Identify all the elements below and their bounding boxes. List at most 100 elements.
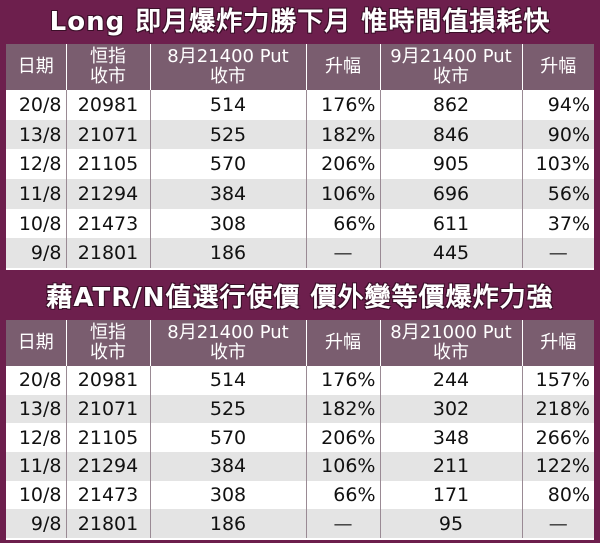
cell-change-b: — xyxy=(522,238,594,269)
cell-change-b: 157% xyxy=(522,366,594,395)
cell-change-b: 80% xyxy=(522,480,594,510)
cell-index: 21294 xyxy=(66,452,151,481)
table-row: 11/8 21294 384 106% 211 122% xyxy=(6,452,594,481)
header-change-b: 升幅 xyxy=(522,320,594,366)
cell-index: 21071 xyxy=(66,119,151,150)
cell-put-a: 514 xyxy=(150,90,307,120)
table-header-row: 日期 恒指 收市 8月21400 Put 收市 升幅 9月21400 Put 收市 升… xyxy=(6,44,594,90)
cell-put-b: 905 xyxy=(380,149,523,180)
table-row: 20/8 20981 514 176% 862 94% xyxy=(6,90,594,120)
cell-date: 10/8 xyxy=(6,208,67,239)
table-top-title: Long 即月爆炸力勝下月 惟時間值損耗快 xyxy=(49,7,551,37)
cell-index: 21801 xyxy=(66,509,151,539)
cell-date: 20/8 xyxy=(6,90,67,120)
cell-put-b: 445 xyxy=(380,238,523,269)
cell-change-a: 66% xyxy=(306,480,381,510)
cell-put-a: 186 xyxy=(150,509,307,539)
cell-put-a: 384 xyxy=(150,452,307,481)
cell-change-a: 66% xyxy=(306,208,381,239)
cell-put-a: 525 xyxy=(150,119,307,150)
cell-index: 21473 xyxy=(66,208,151,239)
cell-index: 20981 xyxy=(66,366,151,395)
cell-index: 20981 xyxy=(66,90,151,120)
cell-put-a: 384 xyxy=(150,179,307,209)
table-row: 10/8 21473 308 66% 611 37% xyxy=(6,208,594,239)
cell-date: 10/8 xyxy=(6,480,67,510)
cell-index: 21801 xyxy=(66,238,151,269)
cell-date: 12/8 xyxy=(6,149,67,180)
cell-date: 20/8 xyxy=(6,366,67,395)
header-date: 日期 xyxy=(6,320,67,366)
header-change-a: 升幅 xyxy=(306,320,381,366)
cell-date: 13/8 xyxy=(6,119,67,150)
cell-change-b: 103% xyxy=(522,149,594,180)
cell-date: 9/8 xyxy=(6,509,67,539)
cell-change-a: 182% xyxy=(306,119,381,150)
header-index: 恒指 收市 xyxy=(66,44,151,90)
table-row: 9/8 21801 186 — 445 — xyxy=(6,238,594,269)
header-change-b: 升幅 xyxy=(522,44,594,90)
header-put-b: 8月21000 Put 收市 xyxy=(380,320,523,366)
table-row: 12/8 21105 570 206% 348 266% xyxy=(6,423,594,453)
cell-put-a: 570 xyxy=(150,423,307,453)
header-date: 日期 xyxy=(6,44,67,90)
table-row: 12/8 21105 570 206% 905 103% xyxy=(6,149,594,180)
cell-put-a: 308 xyxy=(150,208,307,239)
cell-put-b: 211 xyxy=(380,452,523,481)
cell-change-b: 94% xyxy=(522,90,594,120)
cell-index: 21105 xyxy=(66,149,151,180)
cell-put-a: 186 xyxy=(150,238,307,269)
cell-change-a: 176% xyxy=(306,90,381,120)
table-bottom: 日期 恒指 收市 8月21400 Put 收市 升幅 8月21000 Put 收市 升… xyxy=(6,320,594,540)
table-bottom-title: 藉ATR/N值選行使價 價外變等價爆炸力強 xyxy=(46,283,554,313)
cell-change-a: 106% xyxy=(306,452,381,481)
cell-change-b: 266% xyxy=(522,423,594,453)
table-row: 10/8 21473 308 66% 171 80% xyxy=(6,480,594,510)
cell-change-a: 176% xyxy=(306,366,381,395)
cell-put-b: 611 xyxy=(380,208,523,239)
header-index: 恒指 收市 xyxy=(66,320,151,366)
cell-put-a: 514 xyxy=(150,366,307,395)
cell-date: 11/8 xyxy=(6,179,67,209)
cell-change-b: 37% xyxy=(522,208,594,239)
cell-put-b: 95 xyxy=(380,509,523,539)
cell-put-b: 696 xyxy=(380,179,523,209)
cell-change-a: — xyxy=(306,238,381,269)
table-row: 13/8 21071 525 182% 302 218% xyxy=(6,394,594,424)
cell-change-a: 206% xyxy=(306,149,381,180)
header-put-a: 8月21400 Put 收市 xyxy=(150,320,307,366)
cell-change-b: 56% xyxy=(522,179,594,209)
cell-put-b: 862 xyxy=(380,90,523,120)
cell-index: 21105 xyxy=(66,423,151,453)
cell-put-b: 244 xyxy=(380,366,523,395)
table-row: 9/8 21801 186 — 95 — xyxy=(6,509,594,539)
table-row: 13/8 21071 525 182% 846 90% xyxy=(6,119,594,150)
header-put-a: 8月21400 Put 收市 xyxy=(150,44,307,90)
cell-change-a: 106% xyxy=(306,179,381,209)
cell-change-b: 218% xyxy=(522,394,594,424)
cell-put-b: 846 xyxy=(380,119,523,150)
cell-change-b: — xyxy=(522,509,594,539)
cell-put-a: 308 xyxy=(150,480,307,510)
table-row: 20/8 20981 514 176% 244 157% xyxy=(6,366,594,395)
cell-change-a: 182% xyxy=(306,394,381,424)
cell-change-a: — xyxy=(306,509,381,539)
cell-index: 21473 xyxy=(66,480,151,510)
cell-change-b: 90% xyxy=(522,119,594,150)
cell-change-b: 122% xyxy=(522,452,594,481)
cell-index: 21294 xyxy=(66,179,151,209)
cell-date: 12/8 xyxy=(6,423,67,453)
cell-put-a: 525 xyxy=(150,394,307,424)
cell-change-a: 206% xyxy=(306,423,381,453)
table-header-row: 日期 恒指 收市 8月21400 Put 收市 升幅 8月21000 Put 收市 升… xyxy=(6,320,594,366)
table-row: 11/8 21294 384 106% 696 56% xyxy=(6,179,594,209)
header-change-a: 升幅 xyxy=(306,44,381,90)
cell-put-b: 302 xyxy=(380,394,523,424)
cell-date: 13/8 xyxy=(6,394,67,424)
cell-date: 9/8 xyxy=(6,238,67,269)
cell-date: 11/8 xyxy=(6,452,67,481)
table-top: 日期 恒指 收市 8月21400 Put 收市 升幅 9月21400 Put 收市 升… xyxy=(6,44,594,270)
top-options-table: 日期 恒指 收市 8月21400 Put 收市 升幅 9月21400 Put 收市 升… xyxy=(6,44,594,269)
header-put-b: 9月21400 Put 收市 xyxy=(380,44,523,90)
